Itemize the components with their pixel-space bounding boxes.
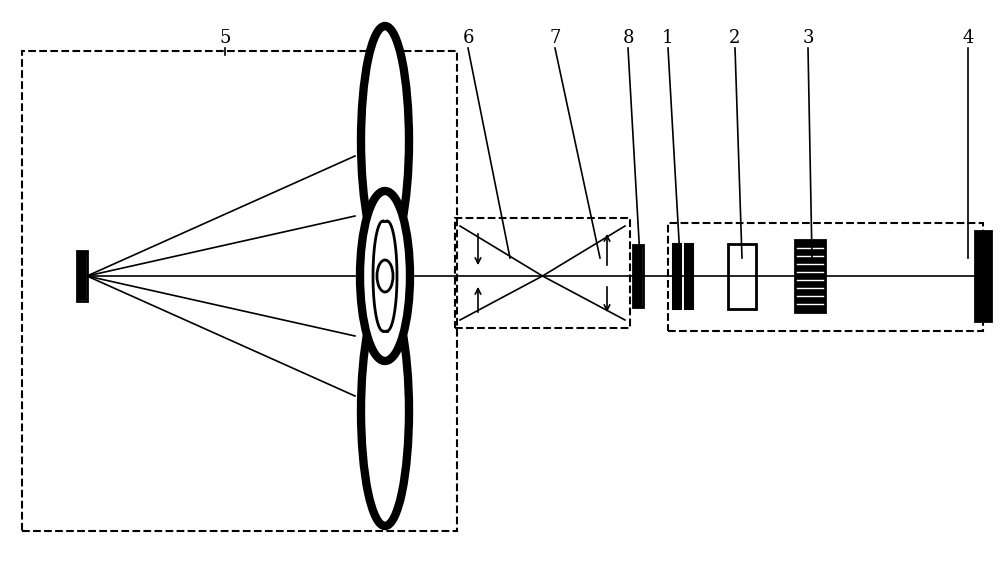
Text: 1: 1: [662, 29, 674, 47]
Text: 8: 8: [622, 29, 634, 47]
Bar: [633, 245, 643, 307]
Bar: [79, 253, 85, 299]
Bar: [795, 240, 825, 312]
Text: 2: 2: [729, 29, 741, 47]
Ellipse shape: [361, 26, 409, 256]
Bar: [77, 251, 87, 301]
Text: 6: 6: [462, 29, 474, 47]
Bar: [975, 231, 991, 321]
Bar: [668, 223, 983, 331]
Bar: [728, 244, 756, 308]
Bar: [685, 244, 693, 308]
Ellipse shape: [360, 191, 410, 361]
Bar: [455, 218, 630, 328]
Ellipse shape: [361, 296, 409, 526]
Bar: [635, 246, 641, 306]
Bar: [673, 244, 681, 308]
Text: 5: 5: [219, 29, 231, 47]
Ellipse shape: [377, 260, 393, 292]
Bar: [22, 51, 457, 531]
Text: 7: 7: [549, 29, 561, 47]
Text: 3: 3: [802, 29, 814, 47]
Text: 4: 4: [962, 29, 974, 47]
